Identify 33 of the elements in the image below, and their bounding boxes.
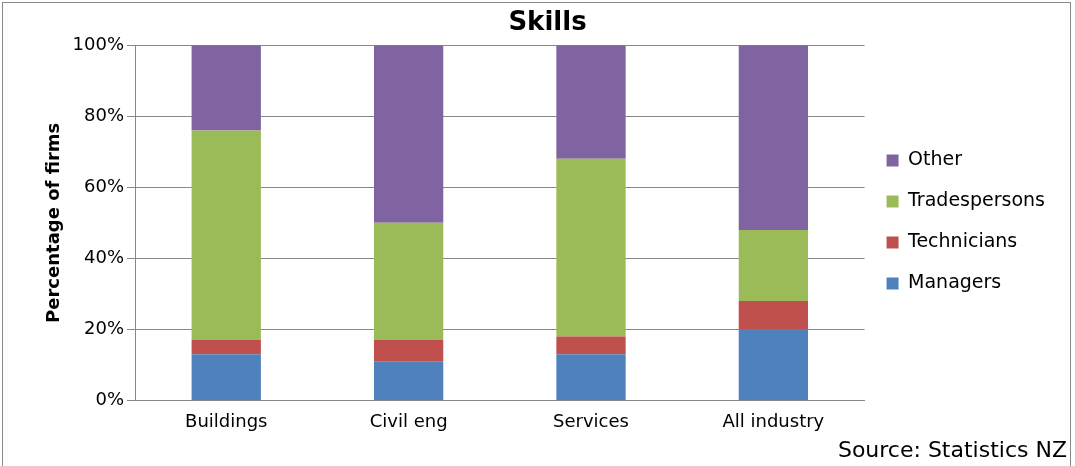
- bar: [373, 340, 444, 362]
- bar: [738, 300, 809, 330]
- x-tick-label: All industry: [722, 409, 825, 431]
- y-tick-label: 80%: [84, 103, 125, 125]
- x-tick-label: Civil eng: [369, 409, 448, 431]
- y-tick-label: 60%: [84, 174, 125, 196]
- bar: [556, 354, 626, 400]
- x-tick-label: Services: [553, 409, 629, 431]
- bar: [191, 130, 261, 341]
- y-axis-title: Percentage of firms: [42, 122, 64, 323]
- bar: [556, 336, 626, 355]
- y-tick-label: 40%: [84, 245, 125, 267]
- legend-label: Managers: [908, 270, 1002, 293]
- bar: [191, 340, 261, 355]
- y-tick-label: 20%: [84, 317, 125, 339]
- legend-label: Other: [908, 147, 963, 170]
- y-tick-label: 100%: [72, 32, 125, 54]
- legend-label: Technicians: [907, 229, 1018, 252]
- bar: [556, 158, 626, 337]
- bar: [738, 229, 809, 301]
- source-note: Source: Statistics NZ: [837, 437, 1067, 462]
- bar: [191, 354, 261, 400]
- bar: [373, 361, 444, 400]
- bar: [556, 45, 626, 159]
- bar: [373, 222, 444, 341]
- y-tick-label: 0%: [95, 388, 125, 410]
- x-tick-label: Buildings: [185, 409, 268, 431]
- legend-label: Tradespersons: [907, 188, 1046, 211]
- bar: [738, 45, 809, 230]
- bar: [191, 45, 261, 131]
- bar: [738, 329, 809, 400]
- chart-title: Skills: [508, 6, 587, 37]
- bar: [373, 45, 444, 223]
